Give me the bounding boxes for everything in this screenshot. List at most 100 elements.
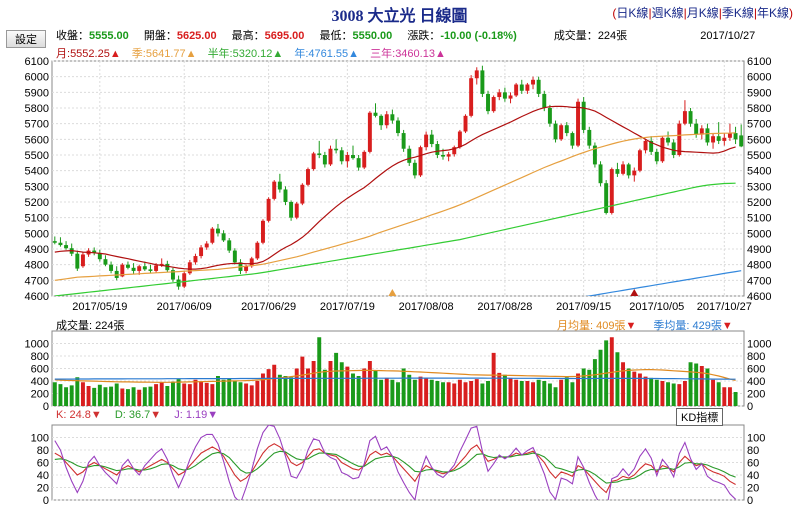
candle-body [733, 133, 738, 140]
candle-body [609, 169, 614, 213]
volume-bar [424, 378, 429, 406]
low-value: 5550.00 [352, 30, 393, 42]
period-quarterly-link[interactable]: 季K線 [721, 6, 754, 20]
volume-bar [328, 361, 333, 406]
price-xtick-label: 2017/06/29 [241, 301, 296, 313]
candle-body [429, 134, 434, 145]
candle-body [491, 97, 496, 112]
volume-bar [390, 379, 395, 406]
candle-body [80, 254, 85, 267]
volume-bar [587, 369, 592, 406]
price-ytick-right: 5900 [747, 87, 771, 99]
candle-body [553, 123, 558, 140]
candle-body [390, 114, 395, 121]
volume-bar [480, 383, 485, 406]
volume-bar [441, 382, 445, 406]
volume-ytick-left: 1000 [25, 339, 49, 351]
kd-j-label: J: 1.19 [174, 409, 208, 421]
candle-body [525, 84, 530, 91]
volume-bar [514, 379, 519, 406]
open-label: 開盤： [143, 30, 177, 42]
volume-bar [502, 374, 507, 406]
kd-ytick-left: 80 [37, 445, 49, 457]
volume-bar [705, 368, 710, 406]
volume-value: 224張 [597, 30, 628, 42]
candle-body [103, 259, 108, 265]
ma-legend: 月:5552.25▲ 季:5641.77▲ 半年:5320.12▲ 年:4761… [56, 45, 446, 61]
candle-body [412, 162, 417, 176]
candle-body [699, 128, 704, 135]
price-xtick-label: 2017/09/15 [556, 301, 611, 313]
volume-bar [435, 381, 440, 406]
ma-quarter-arrow-icon: ▲ [185, 48, 197, 60]
candle-body [182, 273, 187, 287]
price-xtick-label: 2017/05/19 [72, 301, 127, 313]
candle-body [193, 256, 198, 263]
candle-body [654, 151, 659, 162]
volume-bar [80, 382, 85, 406]
price-ytick-left: 4600 [25, 291, 49, 303]
candle-body [148, 269, 153, 271]
period-weekly-link[interactable]: 週K線 [651, 6, 684, 20]
volume-bar [621, 362, 626, 406]
candle-body [637, 150, 642, 171]
volume-bar [159, 382, 164, 406]
candle-body [339, 150, 344, 162]
volume-bar [255, 381, 260, 406]
ma-quarter-line [54, 132, 736, 281]
change-value: -10.00 (-0.18%) [440, 30, 517, 42]
volume-bar [142, 387, 147, 406]
volume-bar [148, 386, 153, 406]
volume-bar [592, 359, 597, 406]
candle-body [598, 164, 603, 184]
settings-button[interactable]: 設定 [6, 30, 46, 48]
candle-body [170, 270, 175, 280]
open-value: 5625.00 [176, 30, 217, 42]
candle-body [283, 189, 288, 202]
volume-title: 成交量: 224張 [56, 320, 125, 332]
ma-3year-label: 三年: [370, 48, 396, 60]
volume-bar [609, 337, 614, 406]
volume-ytick-left: 400 [31, 376, 49, 388]
ma-half-arrow-icon: ▲ [272, 48, 284, 60]
candle-body [227, 240, 232, 251]
price-ytick-left: 5200 [25, 197, 49, 209]
candle-body [289, 202, 294, 218]
kd-ytick-left: 100 [31, 433, 49, 445]
volume-ytick-left: 200 [31, 389, 49, 401]
volume-quarter-label: 季均量: 429張 [653, 320, 722, 332]
kd-k-label: K: 24.8 [56, 409, 91, 421]
volume-ytick-right: 400 [747, 376, 765, 388]
price-ytick-right: 4700 [747, 275, 771, 287]
candle-body [261, 220, 265, 243]
kd-ytick-right: 100 [747, 433, 765, 445]
price-ytick-left: 4900 [25, 244, 49, 256]
period-daily-link[interactable]: 日K線 [616, 6, 649, 20]
price-ytick-left: 4800 [25, 260, 49, 272]
price-ytick-right: 5200 [747, 197, 771, 209]
volume-bar [367, 361, 372, 406]
volume-bar [564, 377, 569, 406]
volume-bar [356, 376, 361, 406]
candle-body [379, 115, 384, 126]
volume-bar [682, 381, 687, 406]
volume-label: 成交量： [553, 30, 598, 42]
volume-bar [677, 384, 682, 406]
period-monthly-link[interactable]: 月K線 [686, 6, 719, 20]
candle-body [277, 181, 282, 190]
price-xtick-label: 2017/06/09 [157, 301, 212, 313]
kd-indicator-badge[interactable]: KD指標 [676, 408, 724, 426]
period-yearly-link[interactable]: 年K線 [756, 6, 789, 20]
price-ytick-right: 5500 [747, 150, 771, 162]
volume-ytick-left: 800 [31, 351, 49, 363]
volume-bar [69, 385, 74, 406]
volume-bar [261, 373, 265, 406]
candle-body [604, 183, 609, 213]
volume-bar [396, 382, 400, 406]
volume-bar [463, 382, 468, 406]
ma-year-arrow-icon: ▲ [348, 48, 360, 60]
period-selector: (日K線|週K線|月K線|季K線|年K線) [612, 6, 793, 20]
volume-bar [559, 379, 564, 406]
volume-bar [317, 337, 322, 406]
